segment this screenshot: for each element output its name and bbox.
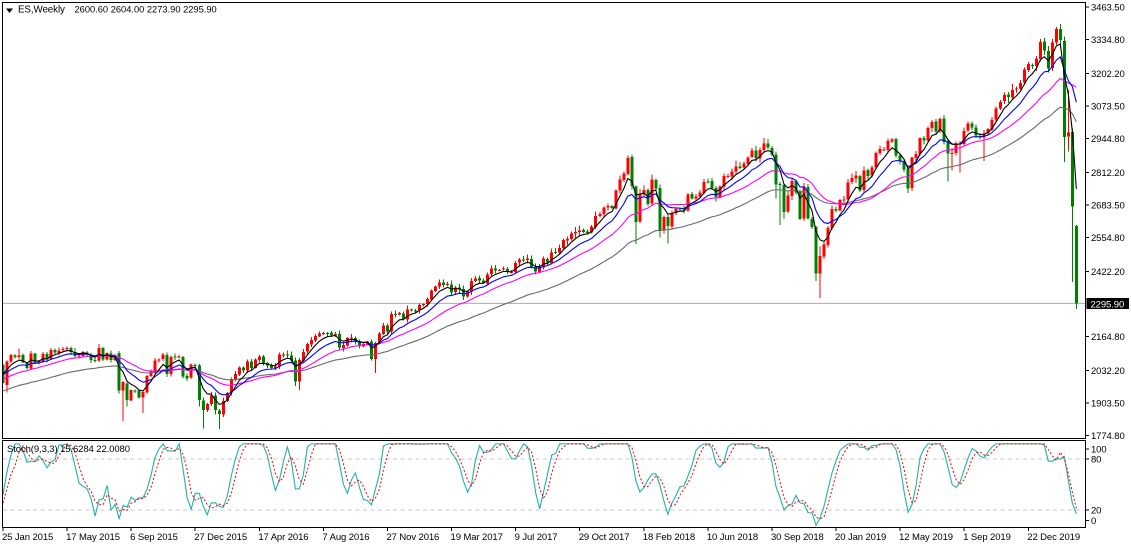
svg-text:22 Dec 2019: 22 Dec 2019 [1027, 532, 1080, 543]
svg-text:3463.50: 3463.50 [1091, 3, 1125, 14]
svg-text:18 Feb 2018: 18 Feb 2018 [643, 532, 695, 543]
svg-text:12 May 2019: 12 May 2019 [899, 532, 953, 543]
svg-text:19 Mar 2017: 19 Mar 2017 [451, 532, 503, 543]
svg-text:3073.50: 3073.50 [1091, 102, 1125, 113]
svg-text:29 Oct 2017: 29 Oct 2017 [579, 532, 630, 543]
svg-text:2683.50: 2683.50 [1091, 201, 1125, 212]
svg-text:3334.80: 3334.80 [1091, 35, 1125, 46]
svg-text:20: 20 [1091, 506, 1101, 517]
svg-text:2295.90: 2295.90 [1091, 299, 1125, 310]
svg-text:27 Dec 2015: 27 Dec 2015 [194, 532, 247, 543]
svg-text:27 Nov 2016: 27 Nov 2016 [386, 532, 439, 543]
svg-text:80: 80 [1091, 455, 1101, 466]
svg-text:10 Jun 2018: 10 Jun 2018 [707, 532, 758, 543]
svg-text:2944.80: 2944.80 [1091, 134, 1125, 145]
svg-text:2032.20: 2032.20 [1091, 366, 1125, 377]
svg-text:2600.60 2604.00 2273.90 2295.9: 2600.60 2604.00 2273.90 2295.90 [75, 5, 217, 15]
svg-text:17 May 2015: 17 May 2015 [66, 532, 120, 543]
svg-text:7 Aug 2016: 7 Aug 2016 [322, 532, 369, 543]
svg-text:25 Jan 2015: 25 Jan 2015 [2, 532, 53, 543]
svg-text:0: 0 [1091, 516, 1096, 527]
svg-text:100: 100 [1091, 445, 1107, 456]
svg-text:3202.20: 3202.20 [1091, 69, 1125, 80]
svg-text:2812.20: 2812.20 [1091, 168, 1125, 179]
svg-text:20 Jan 2019: 20 Jan 2019 [835, 532, 886, 543]
svg-text:1903.50: 1903.50 [1091, 399, 1125, 410]
svg-text:6 Sep 2015: 6 Sep 2015 [130, 532, 178, 543]
svg-text:1774.80: 1774.80 [1091, 431, 1125, 442]
svg-text:Stoch(9,3,3) 15.6284 22.0080: Stoch(9,3,3) 15.6284 22.0080 [7, 444, 130, 455]
svg-text:2554.80: 2554.80 [1091, 233, 1125, 244]
svg-text:1 Sep 2019: 1 Sep 2019 [963, 532, 1011, 543]
svg-text:30 Sep 2018: 30 Sep 2018 [771, 532, 824, 543]
svg-text:9 Jul 2017: 9 Jul 2017 [515, 532, 558, 543]
svg-text:2422.20: 2422.20 [1091, 267, 1125, 278]
svg-text:ES,Weekly: ES,Weekly [18, 5, 65, 16]
svg-text:2164.80: 2164.80 [1091, 332, 1125, 343]
svg-text:17 Apr 2016: 17 Apr 2016 [258, 532, 308, 543]
